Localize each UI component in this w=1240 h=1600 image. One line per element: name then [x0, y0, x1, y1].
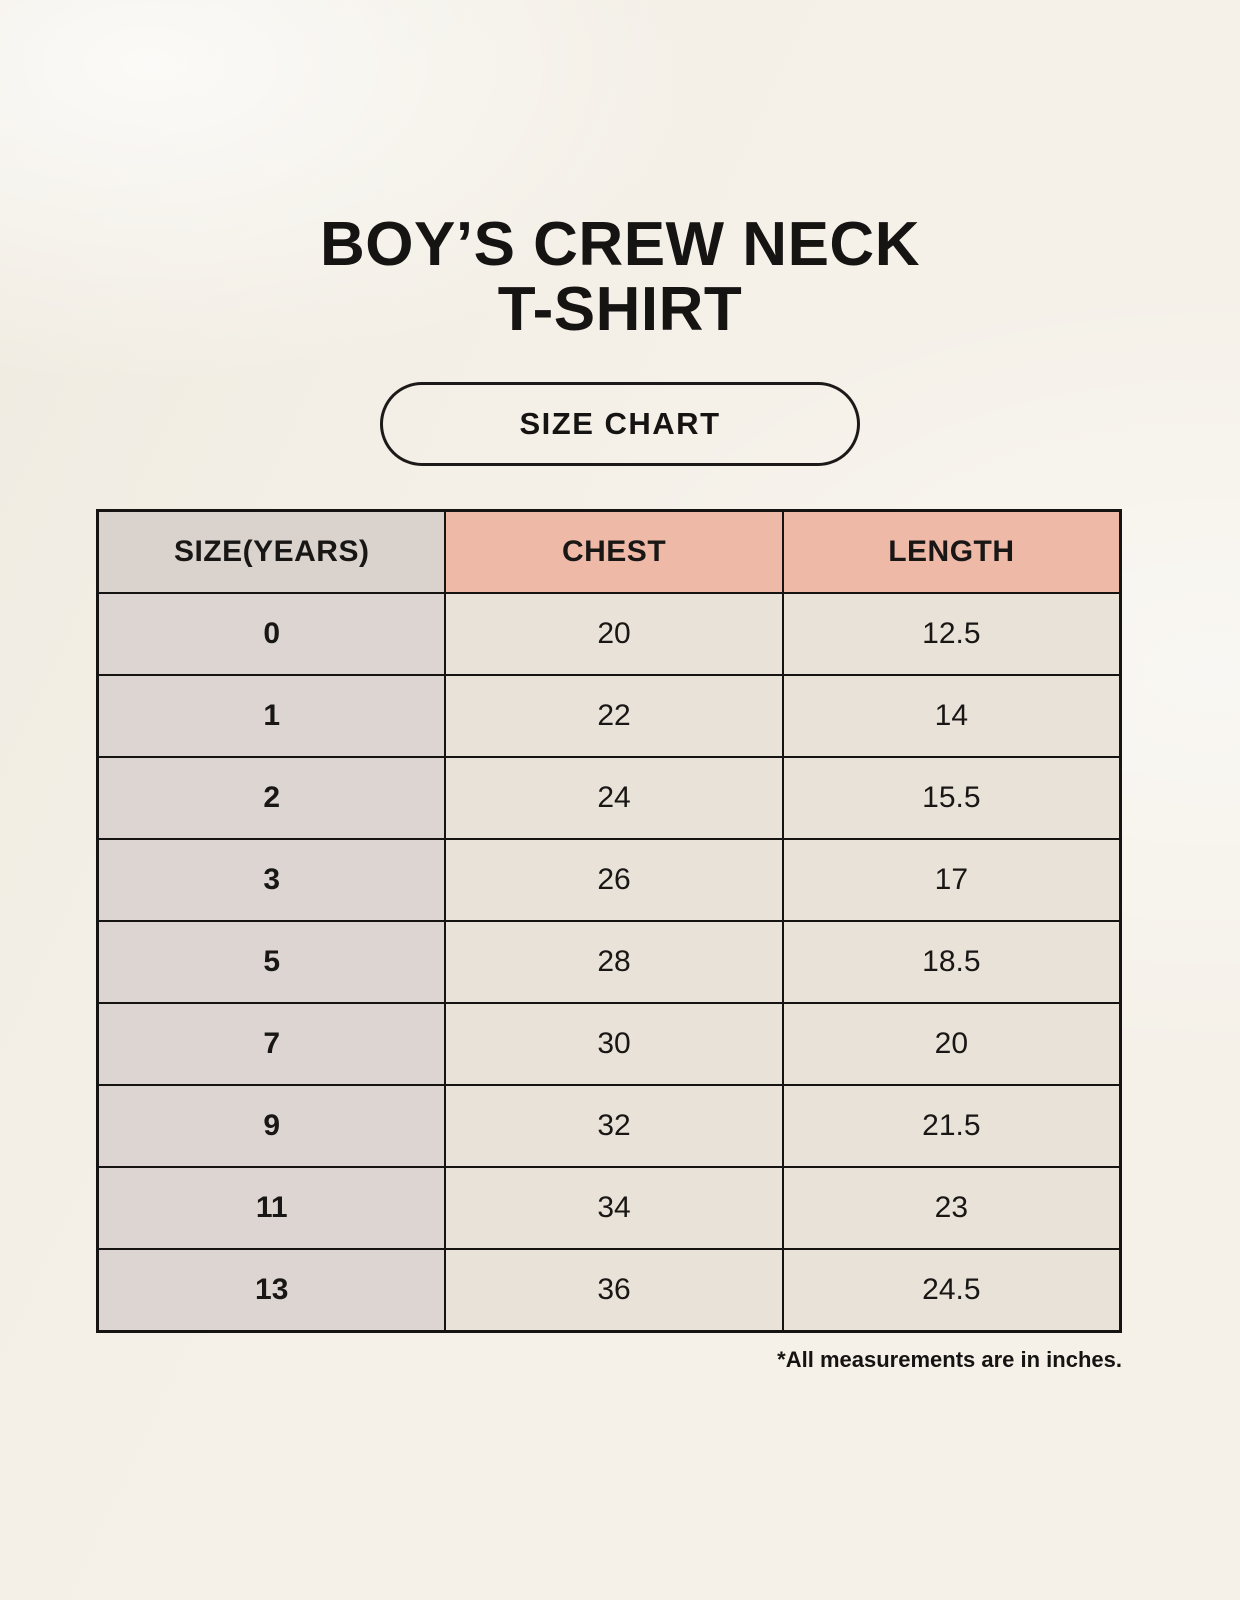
- table-row: 0 20 12.5: [96, 592, 1122, 677]
- size-years-cell: 7: [96, 1002, 447, 1087]
- length-cell: 23: [781, 1166, 1122, 1251]
- length-cell: 17: [781, 838, 1122, 923]
- length-cell: 12.5: [781, 592, 1122, 677]
- chest-cell: 28: [444, 920, 784, 1005]
- chest-cell: 26: [444, 838, 784, 923]
- size-table-header: SIZE(YEARS) CHEST LENGTH: [96, 509, 1122, 595]
- size-years-cell: 9: [96, 1084, 447, 1169]
- length-cell: 24.5: [781, 1248, 1122, 1333]
- chest-cell: 30: [444, 1002, 784, 1087]
- table-row: 3 26 17: [96, 838, 1122, 923]
- size-years-cell: 0: [96, 592, 447, 677]
- table-row: 5 28 18.5: [96, 920, 1122, 1005]
- table-row: 2 24 15.5: [96, 756, 1122, 841]
- length-cell: 14: [781, 674, 1122, 759]
- size-years-cell: 5: [96, 920, 447, 1005]
- length-cell: 15.5: [781, 756, 1122, 841]
- length-cell: 18.5: [781, 920, 1122, 1005]
- length-cell: 21.5: [781, 1084, 1122, 1169]
- page-title: BOY’S CREW NECK T-SHIRT: [0, 0, 1240, 342]
- chest-cell: 24: [444, 756, 784, 841]
- table-row: 11 34 23: [96, 1166, 1122, 1251]
- chest-cell: 36: [444, 1248, 784, 1333]
- chest-cell: 32: [444, 1084, 784, 1169]
- measurements-footnote: *All measurements are in inches.: [777, 1347, 1122, 1373]
- column-header-chest: CHEST: [444, 509, 784, 595]
- length-cell: 20: [781, 1002, 1122, 1087]
- chest-cell: 20: [444, 592, 784, 677]
- header-row: SIZE(YEARS) CHEST LENGTH: [96, 509, 1122, 595]
- table-row: 7 30 20: [96, 1002, 1122, 1087]
- table-row: 13 36 24.5: [96, 1248, 1122, 1333]
- page-title-line2: T-SHIRT: [497, 275, 743, 345]
- column-header-length: LENGTH: [781, 509, 1122, 595]
- chest-cell: 34: [444, 1166, 784, 1251]
- size-years-cell: 3: [96, 838, 447, 923]
- size-chart-badge: SIZE CHART: [380, 382, 860, 467]
- table-row: 1 22 14: [96, 674, 1122, 759]
- table-row: 9 32 21.5: [96, 1084, 1122, 1169]
- chest-cell: 22: [444, 674, 784, 759]
- page-title-line1: BOY’S CREW NECK: [320, 210, 920, 279]
- size-table-body: 0 20 12.5 1 22 14 2 24 15.5 3 26 17 5 28 18.5 7 30 20 9 32 2…: [96, 592, 1122, 1333]
- column-header-size-years: SIZE(YEARS): [96, 509, 447, 595]
- badge-container: SIZE CHART: [0, 382, 1240, 467]
- size-years-cell: 13: [96, 1248, 447, 1333]
- size-years-cell: 2: [96, 756, 447, 841]
- size-years-cell: 1: [96, 674, 447, 759]
- size-table: SIZE(YEARS) CHEST LENGTH 0 20 12.5 1 22 14 2 24…: [96, 509, 1122, 1334]
- size-years-cell: 11: [96, 1166, 447, 1251]
